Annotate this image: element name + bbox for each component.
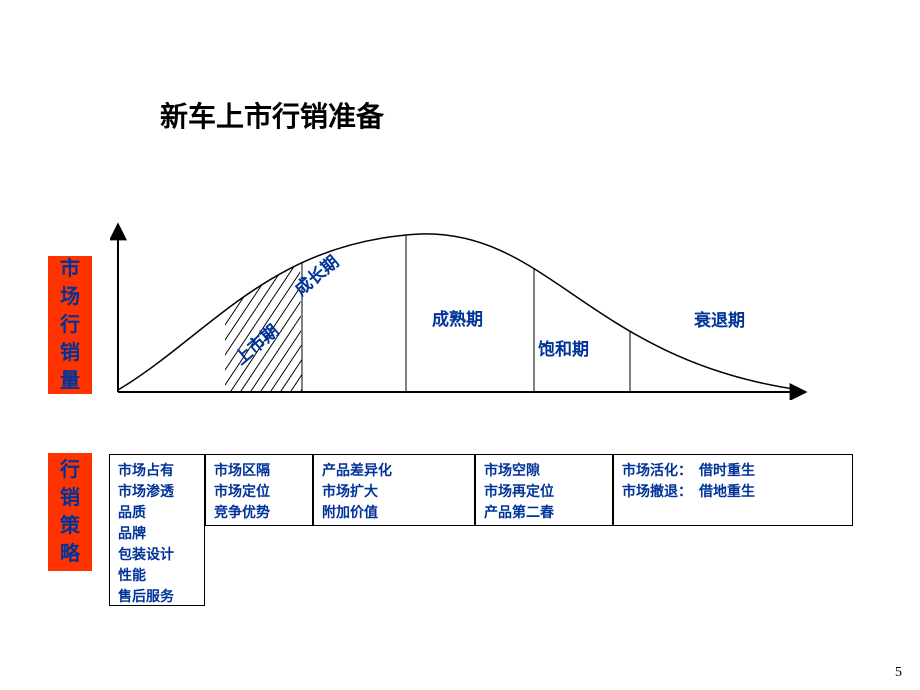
page-title: 新车上市行销准备 bbox=[160, 95, 384, 135]
strategy-item: 市场占有 bbox=[118, 461, 196, 482]
strategy-box: 市场空隙市场再定位产品第二春 bbox=[475, 454, 613, 526]
strategy-box: 市场占有市场渗透品质品牌包装设计性能售后服务 bbox=[109, 454, 205, 606]
strategy-item: 品牌 bbox=[118, 524, 196, 545]
page-number: 5 bbox=[895, 665, 902, 681]
strategy-box: 市场区隔市场定位竞争优势 bbox=[205, 454, 313, 526]
side-label-market-volume: 市场行销量 bbox=[48, 256, 92, 394]
strategy-item: 市场活化： 借时重生 bbox=[622, 461, 844, 482]
strategy-box: 市场活化： 借时重生市场撤退： 借地重生 bbox=[613, 454, 853, 526]
strategy-item: 产品差异化 bbox=[322, 461, 466, 482]
slide-page: 新车上市行销准备 市场行销量 行销策略 上市期成长期成熟期饱和期衰退期 市场占有… bbox=[0, 0, 920, 690]
strategy-item: 包装设计 bbox=[118, 545, 196, 566]
strategy-box: 产品差异化市场扩大附加价值 bbox=[313, 454, 475, 526]
strategy-item: 品质 bbox=[118, 503, 196, 524]
strategy-item: 市场再定位 bbox=[484, 482, 604, 503]
strategy-item: 性能 bbox=[118, 566, 196, 587]
strategy-item: 市场空隙 bbox=[484, 461, 604, 482]
strategy-item: 市场区隔 bbox=[214, 461, 304, 482]
side-label-strategy: 行销策略 bbox=[48, 453, 92, 571]
strategy-item: 附加价值 bbox=[322, 503, 466, 524]
strategy-item: 售后服务 bbox=[118, 587, 196, 608]
phase-label: 饱和期 bbox=[538, 335, 589, 360]
strategy-item: 市场渗透 bbox=[118, 482, 196, 503]
strategy-item: 市场扩大 bbox=[322, 482, 466, 503]
strategy-item: 竞争优势 bbox=[214, 503, 304, 524]
strategy-item: 产品第二春 bbox=[484, 503, 604, 524]
phase-label: 衰退期 bbox=[694, 306, 745, 331]
strategy-item: 市场撤退： 借地重生 bbox=[622, 482, 844, 503]
phase-label: 成熟期 bbox=[432, 305, 483, 330]
strategy-item: 市场定位 bbox=[214, 482, 304, 503]
